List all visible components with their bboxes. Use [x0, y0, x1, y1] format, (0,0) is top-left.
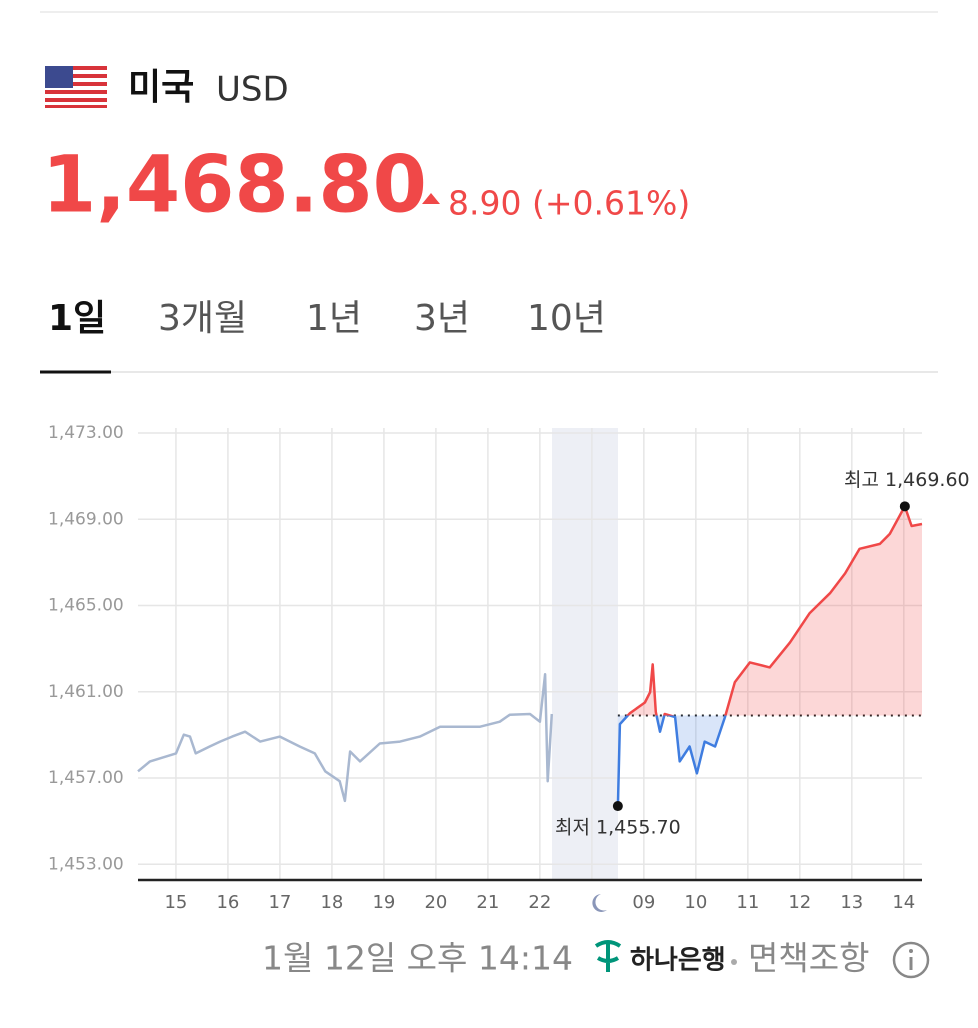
x-tick-label: 18	[320, 892, 343, 913]
line	[137, 673, 554, 803]
x-tick-label: 16	[216, 892, 239, 913]
tabs: 1일 3개월 1년 3년 10년	[48, 298, 606, 339]
tab[interactable]: 3년	[414, 298, 470, 339]
tab[interactable]: 3개월	[158, 298, 247, 339]
y-tick-label: 1,453.00	[48, 854, 124, 874]
extreme-label: 최고 1,469.60	[844, 469, 970, 491]
x-tick-label: 10	[684, 892, 707, 913]
price: 1,468.80	[42, 140, 427, 230]
bank-logo	[594, 940, 622, 972]
us-flag	[45, 66, 107, 108]
x-tick-label: 22	[528, 892, 551, 913]
extreme-label: 최저 1,455.70	[555, 817, 681, 839]
area-below	[617, 715, 922, 806]
x-tick-label: 12	[788, 892, 811, 913]
country: 미국	[128, 67, 194, 108]
area-above	[627, 506, 922, 716]
y-tick-label: 1,473.00	[48, 423, 124, 443]
plot: 1,473.00 1,469.00 1,465.00 1,461.00 1,457.00…	[48, 423, 970, 913]
x-tick-label: 14	[892, 892, 915, 913]
x-tick-label: 19	[372, 892, 395, 913]
extreme-dot	[899, 501, 910, 512]
x-tick-label: 15	[164, 892, 187, 913]
info-icon[interactable]	[892, 941, 930, 979]
currency: USD	[216, 70, 289, 110]
y-tick-label: 1,461.00	[48, 682, 124, 702]
market-closed-band	[552, 428, 618, 880]
price-change: 8.90 (+0.61%)	[448, 184, 690, 223]
x-tick-label: 21	[476, 892, 499, 913]
line-above	[626, 505, 923, 716]
night-icon	[592, 894, 607, 912]
y-tick-label: 1,457.00	[48, 768, 124, 788]
timestamp: 1월 12일 오후 14:14	[262, 939, 573, 978]
y-tick-label: 1,469.00	[48, 509, 124, 529]
separator-dot	[731, 959, 737, 965]
x-tick-label: 17	[268, 892, 291, 913]
extreme-dot	[612, 801, 623, 812]
bank-name: 하나은행	[630, 946, 726, 976]
x-tick-label: 13	[840, 892, 863, 913]
up-arrow	[422, 193, 440, 204]
tab[interactable]: 1일	[48, 298, 106, 339]
x-tick-label: 11	[736, 892, 759, 913]
x-tick-label: 20	[424, 892, 447, 913]
tab[interactable]: 10년	[527, 298, 606, 339]
x-tick-label: 09	[632, 892, 655, 913]
tab[interactable]: 1년	[306, 298, 362, 339]
disclaimer[interactable]: 면책조항	[748, 939, 869, 978]
line-below	[616, 715, 727, 807]
y-tick-label: 1,465.00	[48, 596, 124, 616]
